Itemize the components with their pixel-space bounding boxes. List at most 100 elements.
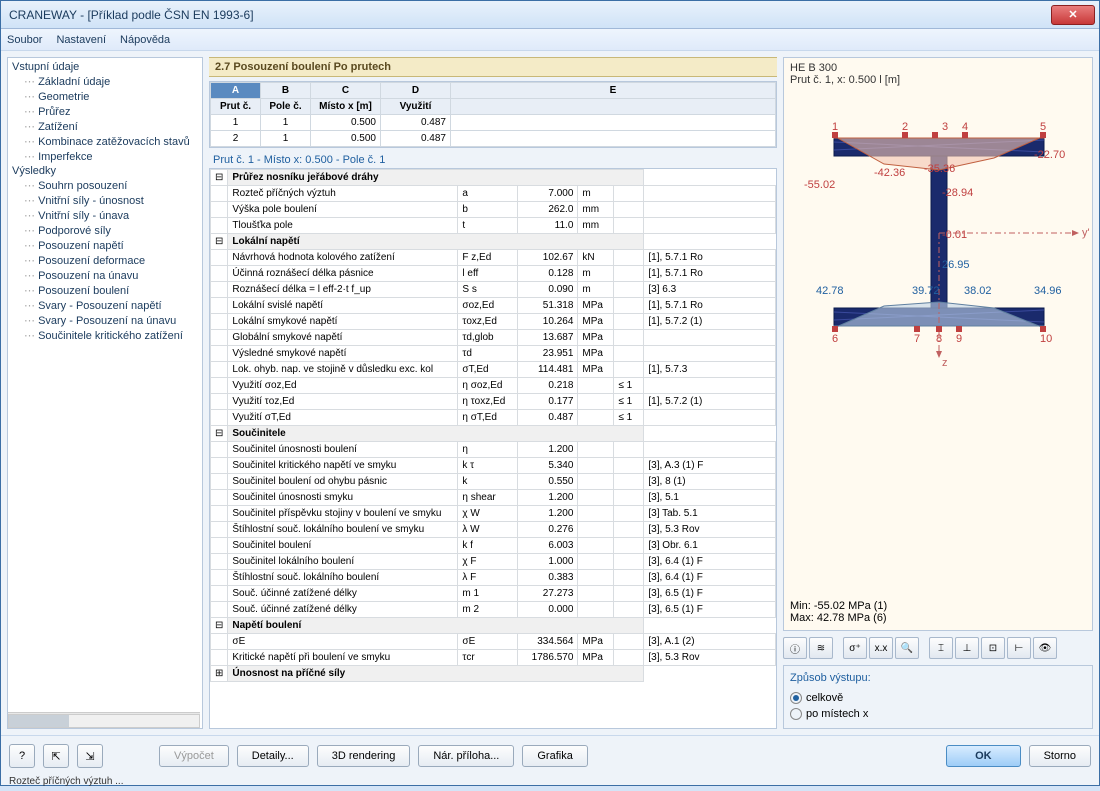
status-bar: Rozteč příčných výztuh ...	[1, 776, 1099, 791]
detail-row: Roznášecí délka = l eff-2·t f_upS s0.090…	[211, 282, 776, 298]
expand-icon[interactable]: ⊟	[211, 234, 228, 250]
svg-text:4: 4	[962, 121, 968, 133]
tree-item[interactable]: Svary - Posouzení na únavu	[12, 313, 198, 328]
tree-item[interactable]: Průřez	[12, 104, 198, 119]
toolbar-icon[interactable]: ⊡	[981, 637, 1005, 659]
sub-header-cell: Místo x [m]	[311, 99, 381, 115]
tree-item[interactable]: Posouzení na únavu	[12, 268, 198, 283]
detail-row: Součinitel únosnosti smykuη shear1.200[3…	[211, 490, 776, 506]
svg-text:3: 3	[942, 121, 948, 133]
tree-item[interactable]: Zatížení	[12, 119, 198, 134]
col-header[interactable]: B	[261, 83, 311, 99]
tree-item[interactable]: Imperfekce	[12, 149, 198, 164]
menu-settings[interactable]: Nastavení	[56, 34, 106, 46]
detail-row: Tloušťka polet11.0mm	[211, 218, 776, 234]
sub-header-cell: Využití	[381, 99, 451, 115]
svg-text:10: 10	[1040, 333, 1052, 345]
tree-group-input[interactable]: Vstupní údaje	[12, 60, 198, 74]
svg-text:-0.01: -0.01	[942, 229, 967, 241]
toolbar-icon[interactable]: x.x	[869, 637, 893, 659]
detail-row: Štíhlostní souč. lokálního boulení ve sm…	[211, 522, 776, 538]
import-button[interactable]: ⇱	[43, 744, 69, 768]
tree-item[interactable]: Kombinace zatěžovacích stavů	[12, 134, 198, 149]
tree-item[interactable]: Vnitřní síly - únosnost	[12, 193, 198, 208]
tree-item[interactable]: Souhrn posouzení	[12, 178, 198, 193]
window-title: CRANEWAY - [Příklad podle ČSN EN 1993-6]	[5, 8, 1051, 22]
svg-text:2: 2	[902, 121, 908, 133]
table-row[interactable]: 210.5000.487	[211, 131, 776, 147]
export-button[interactable]: ⇲	[77, 744, 103, 768]
menu-file[interactable]: Soubor	[7, 34, 42, 46]
detail-row: ⊟Součinitele	[211, 426, 776, 442]
expand-icon[interactable]: ⊞	[211, 666, 228, 682]
toolbar-icon[interactable]: ⓘ	[783, 637, 807, 659]
render-button[interactable]: 3D rendering	[317, 745, 411, 767]
sub-header-cell: Pole č.	[261, 99, 311, 115]
ok-button[interactable]: OK	[946, 745, 1021, 767]
tree-item[interactable]: Svary - Posouzení napětí	[12, 298, 198, 313]
toolbar-icon[interactable]: 👁	[1033, 637, 1057, 659]
svg-text:1: 1	[832, 121, 838, 133]
detail-row: Výsledné smykové napětíτd23.951MPa	[211, 346, 776, 362]
top-grid: ABCDE Prut č.Pole č.Místo x [m]Využití 1…	[209, 81, 777, 148]
expand-icon[interactable]: ⊟	[211, 426, 228, 442]
annex-button[interactable]: Nár. příloha...	[418, 745, 514, 767]
col-header[interactable]: E	[451, 83, 776, 99]
cancel-button[interactable]: Storno	[1029, 745, 1091, 767]
detail-row: ⊟Průřez nosníku jeřábové dráhy	[211, 170, 776, 186]
tree-item[interactable]: Posouzení napětí	[12, 238, 198, 253]
table-row[interactable]: 110.5000.487	[211, 115, 776, 131]
col-header[interactable]: A	[211, 83, 261, 99]
tree-scrollbar[interactable]	[8, 712, 200, 728]
diagram-min: Min: -55.02 MPa (1)	[790, 600, 887, 612]
tree-item[interactable]: Geometrie	[12, 89, 198, 104]
svg-text:42.78: 42.78	[816, 285, 844, 297]
tree-item[interactable]: Posouzení boulení	[12, 283, 198, 298]
calc-button[interactable]: Výpočet	[159, 745, 229, 767]
detail-row: ⊟Napětí boulení	[211, 618, 776, 634]
radio-per-x[interactable]: po místech x	[790, 706, 1086, 722]
col-header[interactable]: C	[311, 83, 381, 99]
toolbar-icon[interactable]: ⊢	[1007, 637, 1031, 659]
svg-text:y': y'	[1082, 227, 1090, 239]
detail-row: Součinitel boulení od ohybu pásnick0.550…	[211, 474, 776, 490]
diagram-toolbar: ⓘ≋ σ⁺x.x🔍 ⌶⊥⊡⊢👁	[783, 635, 1093, 661]
toolbar-icon[interactable]: ⌶	[929, 637, 953, 659]
toolbar-icon[interactable]: 🔍	[895, 637, 919, 659]
tree-item[interactable]: Podporové síly	[12, 223, 198, 238]
close-button[interactable]: ✕	[1051, 5, 1095, 25]
menu-help[interactable]: Nápověda	[120, 34, 170, 46]
radio-icon	[790, 692, 802, 704]
svg-text:-42.36: -42.36	[874, 167, 905, 179]
tree-item[interactable]: Posouzení deformace	[12, 253, 198, 268]
col-header[interactable]: D	[381, 83, 451, 99]
help-button[interactable]: ?	[9, 744, 35, 768]
toolbar-icon[interactable]: ⊥	[955, 637, 979, 659]
detail-row: Využití σoz,Edη σoz,Ed0.218≤ 1	[211, 378, 776, 394]
graphics-button[interactable]: Grafika	[522, 745, 587, 767]
expand-icon[interactable]: ⊟	[211, 170, 228, 186]
tree-item[interactable]: Vnitřní síly - únava	[12, 208, 198, 223]
toolbar-icon[interactable]: ≋	[809, 637, 833, 659]
detail-row: Návrhová hodnota kolového zatíženíF z,Ed…	[211, 250, 776, 266]
toolbar-icon[interactable]: σ⁺	[843, 637, 867, 659]
radio-total[interactable]: celkově	[790, 690, 1086, 706]
svg-text:8: 8	[936, 333, 942, 345]
radio-icon	[790, 708, 802, 720]
titlebar: CRANEWAY - [Příklad podle ČSN EN 1993-6]…	[1, 1, 1099, 29]
svg-text:-35.36: -35.36	[924, 163, 955, 175]
nav-tree: Vstupní údaje Základní údajeGeometriePrů…	[7, 57, 203, 729]
tree-group-results[interactable]: Výsledky	[12, 164, 198, 178]
detail-row: Součinitel kritického napětí ve smykuk τ…	[211, 458, 776, 474]
section-title: 2.7 Posouzení boulení Po prutech	[209, 57, 777, 77]
svg-text:26.95: 26.95	[942, 259, 970, 271]
tree-item[interactable]: Základní údaje	[12, 74, 198, 89]
tree-item[interactable]: Součinitele kritického zatížení	[12, 328, 198, 343]
detail-row: Lokální svislé napětíσoz,Ed51.318MPa[1],…	[211, 298, 776, 314]
expand-icon[interactable]: ⊟	[211, 618, 228, 634]
output-title: Způsob výstupu:	[790, 672, 1086, 684]
detail-row: Lokální smykové napětíτoxz,Ed10.264MPa[1…	[211, 314, 776, 330]
details-button[interactable]: Detaily...	[237, 745, 309, 767]
sub-header-cell: Prut č.	[211, 99, 261, 115]
svg-text:-55.02: -55.02	[804, 179, 835, 191]
